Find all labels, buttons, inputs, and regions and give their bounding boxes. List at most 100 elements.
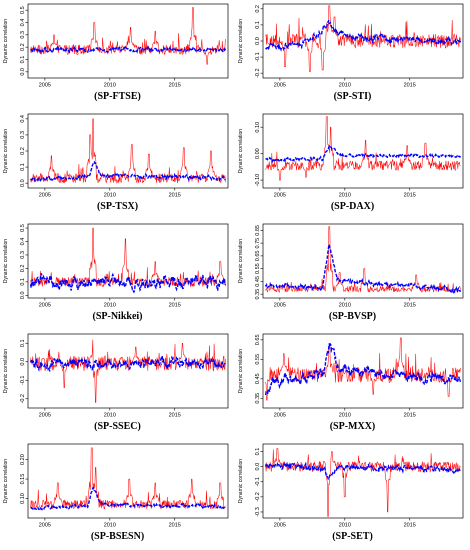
panel-caption: (SP-BVSP): [328, 311, 377, 322]
y-tick-label: 0.0: [20, 291, 26, 299]
y-tick-label: 0.1: [255, 21, 261, 29]
panel-caption: (SP-TSX): [96, 201, 139, 212]
y-axis-title: Dynamic correlation: [238, 459, 244, 503]
y-tick-label: 0.45: [255, 373, 261, 384]
y-tick-label: -0.2: [20, 394, 26, 403]
blue-series-line: [29, 355, 227, 373]
blue-series-line: [30, 486, 226, 511]
blue-series-line: [30, 45, 227, 54]
y-axis-title: Dynamic correlation: [3, 239, 9, 283]
x-tick-label: 2005: [274, 413, 286, 419]
chart-svg-1: -0.2 -0.1 0.0 0.1 0.2 Dynamic correlation 2005…: [238, 3, 464, 89]
y-tick-label: 0.65: [255, 334, 261, 345]
y-axis-title: Dynamic correlation: [238, 349, 244, 393]
chart-panel-7: 0.35 0.45 0.55 0.65 Dynamic correlation 2005 2…: [235, 330, 470, 440]
red-series-line: [265, 337, 461, 401]
blue-series-line: [264, 461, 461, 481]
x-tick-label: 2015: [169, 83, 181, 89]
x-tick-label: 2015: [169, 193, 181, 199]
x-tick-label: 2005: [274, 193, 286, 199]
chart-panel-8: 0.10 0.15 0.20 Dynamic correlation 2005 2010 2…: [0, 440, 235, 550]
plot-frame: [27, 223, 229, 299]
y-tick-label: 0.0: [20, 358, 26, 366]
x-tick-label: 2005: [274, 83, 286, 89]
y-tick-label: 0.1: [255, 448, 261, 456]
y-axis-title: Dynamic correlation: [238, 129, 244, 173]
chart-svg-9: -0.3 -0.2 -0.1 0.0 0.1 Dynamic correlation 200…: [238, 443, 464, 529]
y-tick-label: 0.3: [20, 31, 26, 39]
plot-frame: [262, 223, 464, 299]
y-tick-label: -0.3: [255, 507, 261, 516]
chart-svg-0: 0.0 0.1 0.2 0.3 0.4 0.5 Dynamic correlation 200…: [3, 3, 229, 89]
y-tick-label: 0.1: [20, 56, 26, 64]
y-tick-label: 0.2: [20, 43, 26, 51]
y-tick-label: 0.10: [255, 122, 261, 133]
chart-svg-5: 0.35 0.45 0.550.65 0.75 0.85 Dynamic correlat…: [238, 223, 464, 309]
panel-caption: (SP-FTSE): [94, 91, 141, 102]
plot-frame: [262, 113, 464, 189]
y-tick-label: 0.65: [255, 251, 261, 262]
chart-panel-2: 0.0 0.1 0.2 0.3 0.4 Dynamic correlation 2005 20…: [0, 110, 235, 220]
y-tick-label: 0.2: [20, 265, 26, 273]
x-tick-label: 2010: [339, 83, 351, 89]
x-tick-label: 2005: [39, 193, 51, 199]
plot-frame: [27, 3, 229, 79]
blue-series-line: [29, 272, 227, 294]
y-tick-label: 0.55: [255, 354, 261, 365]
y-tick-label: 0.45: [255, 276, 261, 287]
y-tick-label: 0.4: [20, 115, 26, 123]
x-tick-label: 2010: [104, 413, 116, 419]
chart-panel-3: -0.10 0.00 0.10 Dynamic correlation 2005 2010…: [235, 110, 470, 220]
blue-series-line: [264, 242, 462, 295]
y-tick-label: 0.15: [20, 474, 26, 485]
y-tick-label: 0.35: [255, 289, 261, 300]
y-axis-title: Dynamic correlation: [3, 459, 9, 503]
chart-svg-4: 0.0 0.1 0.2 0.3 0.4 0.5 Dynamic correlation 200…: [3, 223, 229, 309]
x-tick-label: 2010: [339, 523, 351, 529]
x-tick-label: 2010: [104, 193, 116, 199]
x-tick-label: 2015: [169, 523, 181, 529]
y-tick-label: -0.2: [255, 492, 261, 501]
y-tick-label: 0.20: [20, 454, 26, 465]
y-tick-label: 0.00: [255, 148, 261, 159]
x-tick-label: 2010: [104, 523, 116, 529]
chart-panel-6: -0.2 -0.1 0.0 0.1 Dynamic correlation 2005 201…: [0, 330, 235, 440]
chart-panel-9: -0.3 -0.2 -0.1 0.0 0.1 Dynamic correlation 200…: [235, 440, 470, 550]
panel-caption: (SP-DAX): [330, 201, 375, 212]
x-tick-label: 2015: [404, 303, 416, 309]
red-series-line: [30, 7, 226, 65]
plot-frame: [262, 333, 464, 409]
y-tick-label: 0.5: [20, 6, 26, 14]
x-tick-label: 2010: [339, 413, 351, 419]
y-tick-label: 0.1: [20, 339, 26, 347]
panel-caption: (SP-Nikkei): [92, 311, 143, 322]
chart-panel-4: 0.0 0.1 0.2 0.3 0.4 0.5 Dynamic correlation 200…: [0, 220, 235, 330]
red-series-line: [265, 116, 461, 181]
x-tick-label: 2010: [104, 303, 116, 309]
blue-series-line: [264, 342, 462, 396]
y-tick-label: -0.1: [20, 376, 26, 385]
y-tick-label: 0.75: [255, 238, 261, 249]
y-tick-label: -0.2: [255, 68, 261, 77]
panel-caption: (SP-BSESN): [90, 531, 145, 542]
y-axis-title: Dynamic correlation: [238, 19, 244, 63]
panel-caption: (SP-MXX): [329, 421, 376, 432]
x-tick-label: 2015: [404, 523, 416, 529]
red-series-line: [30, 118, 226, 184]
y-tick-label: -0.1: [255, 477, 261, 486]
chart-panel-1: -0.2 -0.1 0.0 0.1 0.2 Dynamic correlation 2005…: [235, 0, 470, 110]
red-series-line: [30, 447, 226, 510]
x-tick-label: 2005: [39, 83, 51, 89]
blue-series-line: [265, 144, 461, 163]
x-tick-label: 2005: [39, 413, 51, 419]
panel-caption: (SP-STI): [333, 91, 372, 102]
y-tick-label: 0.0: [255, 37, 261, 45]
chart-panel-5: 0.35 0.45 0.55 0.65 0.75 0.85 Dynamic correlat…: [235, 220, 470, 330]
y-tick-label: 0.0: [20, 179, 26, 187]
chart-svg-7: 0.35 0.45 0.55 0.65 Dynamic correlation 2005 2…: [238, 333, 464, 419]
y-tick-label: 0.4: [20, 19, 26, 27]
x-tick-label: 2010: [104, 83, 116, 89]
x-tick-label: 2015: [169, 413, 181, 419]
x-tick-label: 2005: [39, 303, 51, 309]
